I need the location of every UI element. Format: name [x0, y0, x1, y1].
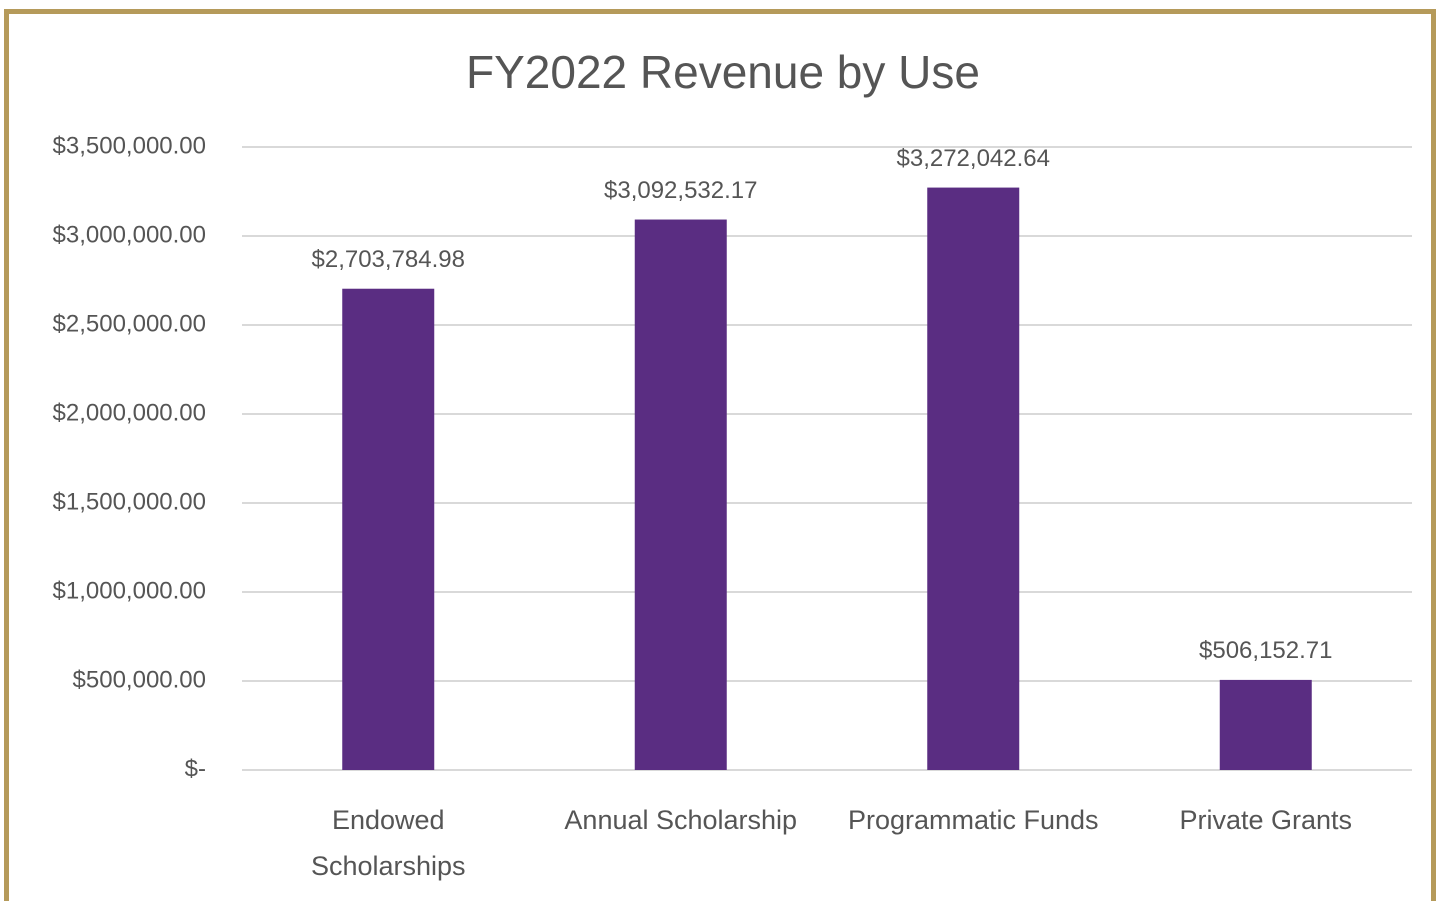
data-label: $2,703,784.98 [312, 246, 465, 273]
x-tick-label: Programmatic Funds [847, 805, 1099, 835]
bar [342, 288, 435, 770]
y-tick-label: $- [185, 755, 206, 782]
y-tick-label: $1,000,000.00 [53, 577, 206, 604]
x-tick-label: Annual Scholarship [564, 805, 798, 835]
bar [634, 219, 727, 770]
y-tick-label: $3,500,000.00 [53, 132, 206, 159]
data-label: $3,272,042.64 [897, 145, 1050, 172]
y-tick-label: $2,000,000.00 [53, 399, 206, 426]
frame [4, 9, 1436, 901]
x-tick-label: Endowed Scholarships [310, 805, 466, 881]
data-label: $3,092,532.17 [604, 177, 757, 204]
data-label: $506,152.71 [1199, 637, 1332, 664]
bar [1219, 679, 1312, 770]
y-tick-label: $2,500,000.00 [53, 310, 206, 337]
chart-title: FY2022 Revenue by Use [466, 46, 980, 98]
bar [927, 187, 1020, 770]
y-tick-label: $500,000.00 [73, 666, 206, 693]
y-tick-label: $1,500,000.00 [53, 488, 206, 515]
x-tick-label: Private Grants [1179, 805, 1353, 835]
y-tick-label: $3,000,000.00 [53, 221, 206, 248]
